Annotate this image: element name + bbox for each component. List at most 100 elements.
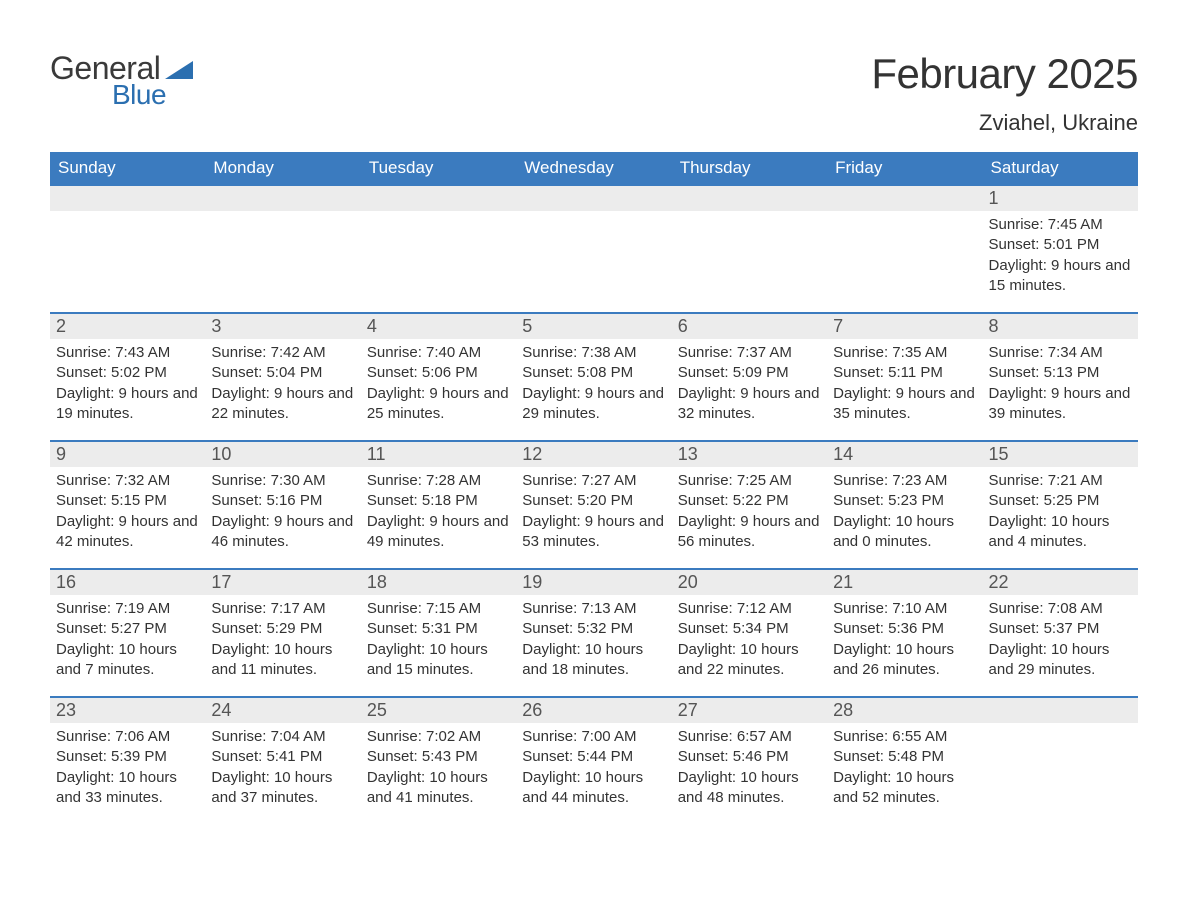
sunrise-text: Sunrise: 7:19 AM (56, 599, 199, 619)
sunrise-text: Sunrise: 7:45 AM (989, 215, 1132, 235)
day-number: 15 (983, 442, 1138, 467)
sunset-text: Sunset: 5:02 PM (56, 363, 199, 383)
daylight-text: Daylight: 10 hours and 52 minutes. (833, 768, 976, 809)
daylight-text: Daylight: 9 hours and 46 minutes. (211, 512, 354, 553)
sunset-text: Sunset: 5:23 PM (833, 491, 976, 511)
daylight-text: Daylight: 9 hours and 32 minutes. (678, 384, 821, 425)
day-number: 7 (827, 314, 982, 339)
sunset-text: Sunset: 5:06 PM (367, 363, 510, 383)
day-number-bar (205, 186, 360, 211)
sunset-text: Sunset: 5:16 PM (211, 491, 354, 511)
calendar-cell: 17Sunrise: 7:17 AMSunset: 5:29 PMDayligh… (205, 569, 360, 697)
daylight-text: Daylight: 10 hours and 22 minutes. (678, 640, 821, 681)
calendar-cell: 12Sunrise: 7:27 AMSunset: 5:20 PMDayligh… (516, 441, 671, 569)
day-details: Sunrise: 7:15 AMSunset: 5:31 PMDaylight:… (361, 595, 516, 686)
daylight-text: Daylight: 10 hours and 0 minutes. (833, 512, 976, 553)
day-number: 2 (50, 314, 205, 339)
calendar-cell: 4Sunrise: 7:40 AMSunset: 5:06 PMDaylight… (361, 313, 516, 441)
sunset-text: Sunset: 5:18 PM (367, 491, 510, 511)
day-details: Sunrise: 7:28 AMSunset: 5:18 PMDaylight:… (361, 467, 516, 558)
sunset-text: Sunset: 5:15 PM (56, 491, 199, 511)
calendar-cell: 1Sunrise: 7:45 AMSunset: 5:01 PMDaylight… (983, 185, 1138, 313)
day-details: Sunrise: 7:32 AMSunset: 5:15 PMDaylight:… (50, 467, 205, 558)
sunset-text: Sunset: 5:46 PM (678, 747, 821, 767)
sunset-text: Sunset: 5:37 PM (989, 619, 1132, 639)
calendar-cell: 16Sunrise: 7:19 AMSunset: 5:27 PMDayligh… (50, 569, 205, 697)
day-number: 19 (516, 570, 671, 595)
day-details: Sunrise: 7:25 AMSunset: 5:22 PMDaylight:… (672, 467, 827, 558)
sunset-text: Sunset: 5:13 PM (989, 363, 1132, 383)
calendar-cell (361, 185, 516, 313)
day-details: Sunrise: 7:19 AMSunset: 5:27 PMDaylight:… (50, 595, 205, 686)
page-header: General Blue February 2025 Zviahel, Ukra… (50, 50, 1138, 136)
calendar-week-row: 9Sunrise: 7:32 AMSunset: 5:15 PMDaylight… (50, 441, 1138, 569)
sunset-text: Sunset: 5:25 PM (989, 491, 1132, 511)
calendar-cell: 26Sunrise: 7:00 AMSunset: 5:44 PMDayligh… (516, 697, 671, 825)
day-details: Sunrise: 7:30 AMSunset: 5:16 PMDaylight:… (205, 467, 360, 558)
daylight-text: Daylight: 9 hours and 39 minutes. (989, 384, 1132, 425)
sunrise-text: Sunrise: 7:23 AM (833, 471, 976, 491)
calendar-cell: 27Sunrise: 6:57 AMSunset: 5:46 PMDayligh… (672, 697, 827, 825)
calendar-cell (50, 185, 205, 313)
calendar-week-row: 16Sunrise: 7:19 AMSunset: 5:27 PMDayligh… (50, 569, 1138, 697)
calendar-cell: 5Sunrise: 7:38 AMSunset: 5:08 PMDaylight… (516, 313, 671, 441)
day-number: 17 (205, 570, 360, 595)
sunrise-text: Sunrise: 6:55 AM (833, 727, 976, 747)
daylight-text: Daylight: 10 hours and 41 minutes. (367, 768, 510, 809)
day-number: 4 (361, 314, 516, 339)
location-text: Zviahel, Ukraine (871, 110, 1138, 136)
logo-triangle-icon (165, 57, 193, 84)
sunrise-text: Sunrise: 7:38 AM (522, 343, 665, 363)
day-details: Sunrise: 7:37 AMSunset: 5:09 PMDaylight:… (672, 339, 827, 430)
daylight-text: Daylight: 10 hours and 48 minutes. (678, 768, 821, 809)
calendar-cell (205, 185, 360, 313)
day-number: 26 (516, 698, 671, 723)
day-number: 14 (827, 442, 982, 467)
sunset-text: Sunset: 5:34 PM (678, 619, 821, 639)
day-details: Sunrise: 7:10 AMSunset: 5:36 PMDaylight:… (827, 595, 982, 686)
sunrise-text: Sunrise: 7:43 AM (56, 343, 199, 363)
daylight-text: Daylight: 10 hours and 37 minutes. (211, 768, 354, 809)
calendar-week-row: 1Sunrise: 7:45 AMSunset: 5:01 PMDaylight… (50, 185, 1138, 313)
calendar-table: SundayMondayTuesdayWednesdayThursdayFrid… (50, 152, 1138, 825)
calendar-week-row: 2 Sunrise: 7:43 AMSunset: 5:02 PM Daylight… (50, 313, 1138, 441)
day-number: 25 (361, 698, 516, 723)
sunrise-text: Sunrise: 7:42 AM (211, 343, 354, 363)
logo-text-blue: Blue (112, 79, 166, 111)
sunset-text: Sunset: 5:32 PM (522, 619, 665, 639)
day-header: Sunday (50, 152, 205, 185)
day-header: Thursday (672, 152, 827, 185)
day-number: 22 (983, 570, 1138, 595)
day-details: Sunrise: 6:55 AMSunset: 5:48 PMDaylight:… (827, 723, 982, 814)
day-details: Sunrise: 7:40 AMSunset: 5:06 PMDaylight:… (361, 339, 516, 430)
day-details: Sunrise: 7:04 AMSunset: 5:41 PMDaylight:… (205, 723, 360, 814)
sunset-text: Sunset: 5:20 PM (522, 491, 665, 511)
sunrise-text: Sunrise: 7:17 AM (211, 599, 354, 619)
page-title: February 2025 (871, 50, 1138, 98)
daylight-text: Daylight: 9 hours and 15 minutes. (989, 256, 1132, 297)
sunrise-text: Sunrise: 7:04 AM (211, 727, 354, 747)
day-details: Sunrise: 7:21 AMSunset: 5:25 PMDaylight:… (983, 467, 1138, 558)
sunrise-text: Sunrise: 7:12 AM (678, 599, 821, 619)
sunset-text: Sunset: 5:22 PM (678, 491, 821, 511)
day-number: 11 (361, 442, 516, 467)
day-number-bar (983, 698, 1138, 723)
day-header: Friday (827, 152, 982, 185)
day-number: 23 (50, 698, 205, 723)
daylight-text: Daylight: 10 hours and 44 minutes. (522, 768, 665, 809)
sunrise-text: Sunrise: 7:37 AM (678, 343, 821, 363)
calendar-cell: 8Sunrise: 7:34 AMSunset: 5:13 PMDaylight… (983, 313, 1138, 441)
day-number: 8 (983, 314, 1138, 339)
day-number: 27 (672, 698, 827, 723)
sunrise-text: Sunrise: 7:30 AM (211, 471, 354, 491)
day-number: 1 (983, 186, 1138, 211)
day-number-bar (672, 186, 827, 211)
calendar-cell: 28Sunrise: 6:55 AMSunset: 5:48 PMDayligh… (827, 697, 982, 825)
logo: General Blue (50, 50, 193, 111)
day-details: Sunrise: 7:06 AMSunset: 5:39 PMDaylight:… (50, 723, 205, 814)
daylight-text: Daylight: 9 hours and 56 minutes. (678, 512, 821, 553)
daylight-text: Daylight: 9 hours and 29 minutes. (522, 384, 665, 425)
calendar-cell: 10Sunrise: 7:30 AMSunset: 5:16 PMDayligh… (205, 441, 360, 569)
calendar-cell: 3Sunrise: 7:42 AMSunset: 5:04 PMDaylight… (205, 313, 360, 441)
day-number: 20 (672, 570, 827, 595)
